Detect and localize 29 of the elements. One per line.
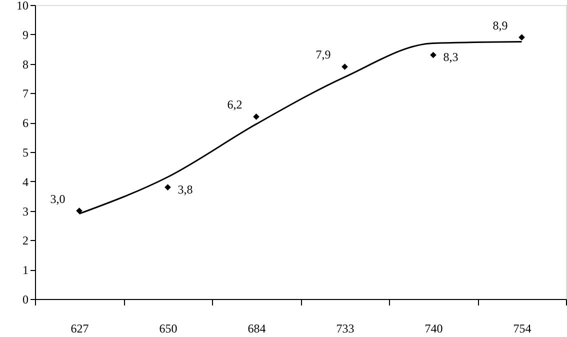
y-tick-label: 0 xyxy=(22,292,28,306)
point xyxy=(76,208,82,214)
data-label: 6,2 xyxy=(227,98,242,112)
x-tick-label: 754 xyxy=(513,322,532,336)
y-tick-label: 7 xyxy=(22,86,28,101)
data-label: 7,9 xyxy=(316,48,331,62)
x-tick-label: 733 xyxy=(336,322,354,336)
point xyxy=(342,64,348,70)
y-tick-label: 3 xyxy=(22,204,28,218)
y-tick-label: 4 xyxy=(22,174,28,189)
x-tick-label: 740 xyxy=(424,322,443,336)
data-label: 8,9 xyxy=(492,18,508,32)
point xyxy=(253,114,260,120)
data-label: 8,3 xyxy=(443,50,458,64)
y-tick-label: 5 xyxy=(22,146,28,160)
y-tick-label: 8 xyxy=(22,57,28,72)
y-tick-label: 1 xyxy=(22,263,28,278)
x-tick-label: 650 xyxy=(159,322,178,336)
x-tick-label: 627 xyxy=(70,322,89,336)
y-tick-label: 9 xyxy=(22,28,28,42)
point xyxy=(430,52,436,58)
y-tick-label: 2 xyxy=(22,234,28,248)
point xyxy=(164,184,171,190)
y-tick-label: 6 xyxy=(22,116,28,130)
data-label: 3,0 xyxy=(50,192,66,206)
point xyxy=(518,34,525,40)
data-label: 3,8 xyxy=(178,182,193,196)
x-tick-label: 684 xyxy=(248,322,266,336)
y-tick-label: 10 xyxy=(16,0,28,12)
